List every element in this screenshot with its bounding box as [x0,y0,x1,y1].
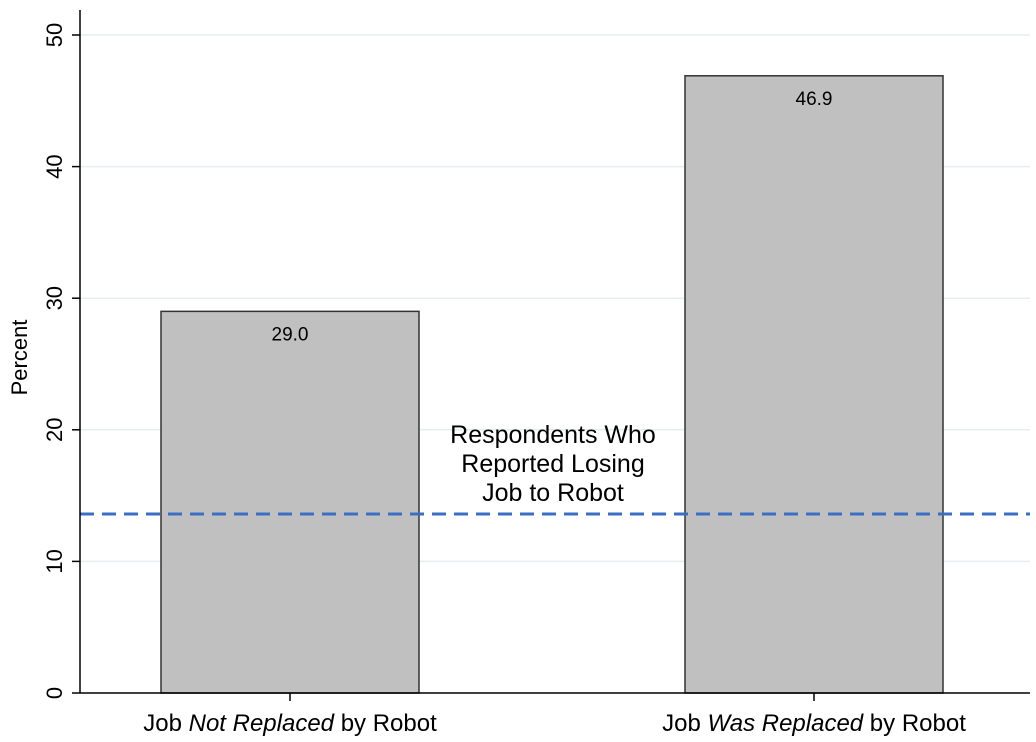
y-tick-label: 20 [42,418,67,442]
reference-line-label: Respondents Who Reported Losing Job to Rob… [450,421,656,507]
y-axis-title: Percent [7,320,32,396]
bar-value-labels: 29.0 46.9 [272,89,833,346]
y-tick-label: 30 [42,286,67,310]
reference-label-line: Reported Losing [461,450,644,478]
y-tick-label: 40 [42,154,67,178]
x-axis-category-labels: Job Not Replaced by Robot Job Was Replace… [143,693,966,737]
y-tick-label: 0 [42,687,67,699]
bar-value-label: 29.0 [272,324,309,345]
x-category-label: Job Not Replaced by Robot [143,710,437,737]
y-axis-ticks: 0 10 20 30 40 50 [42,23,80,699]
x-category-label: Job Was Replaced by Robot [662,710,966,737]
y-tick-label: 10 [42,549,67,573]
bar-value-label: 46.9 [796,89,833,110]
bar [684,75,944,694]
reference-label-line: Respondents Who [450,421,656,449]
y-tick-label: 50 [42,23,67,47]
reference-label-line: Job to Robot [482,479,624,507]
bar [160,310,420,694]
bars [160,75,944,694]
